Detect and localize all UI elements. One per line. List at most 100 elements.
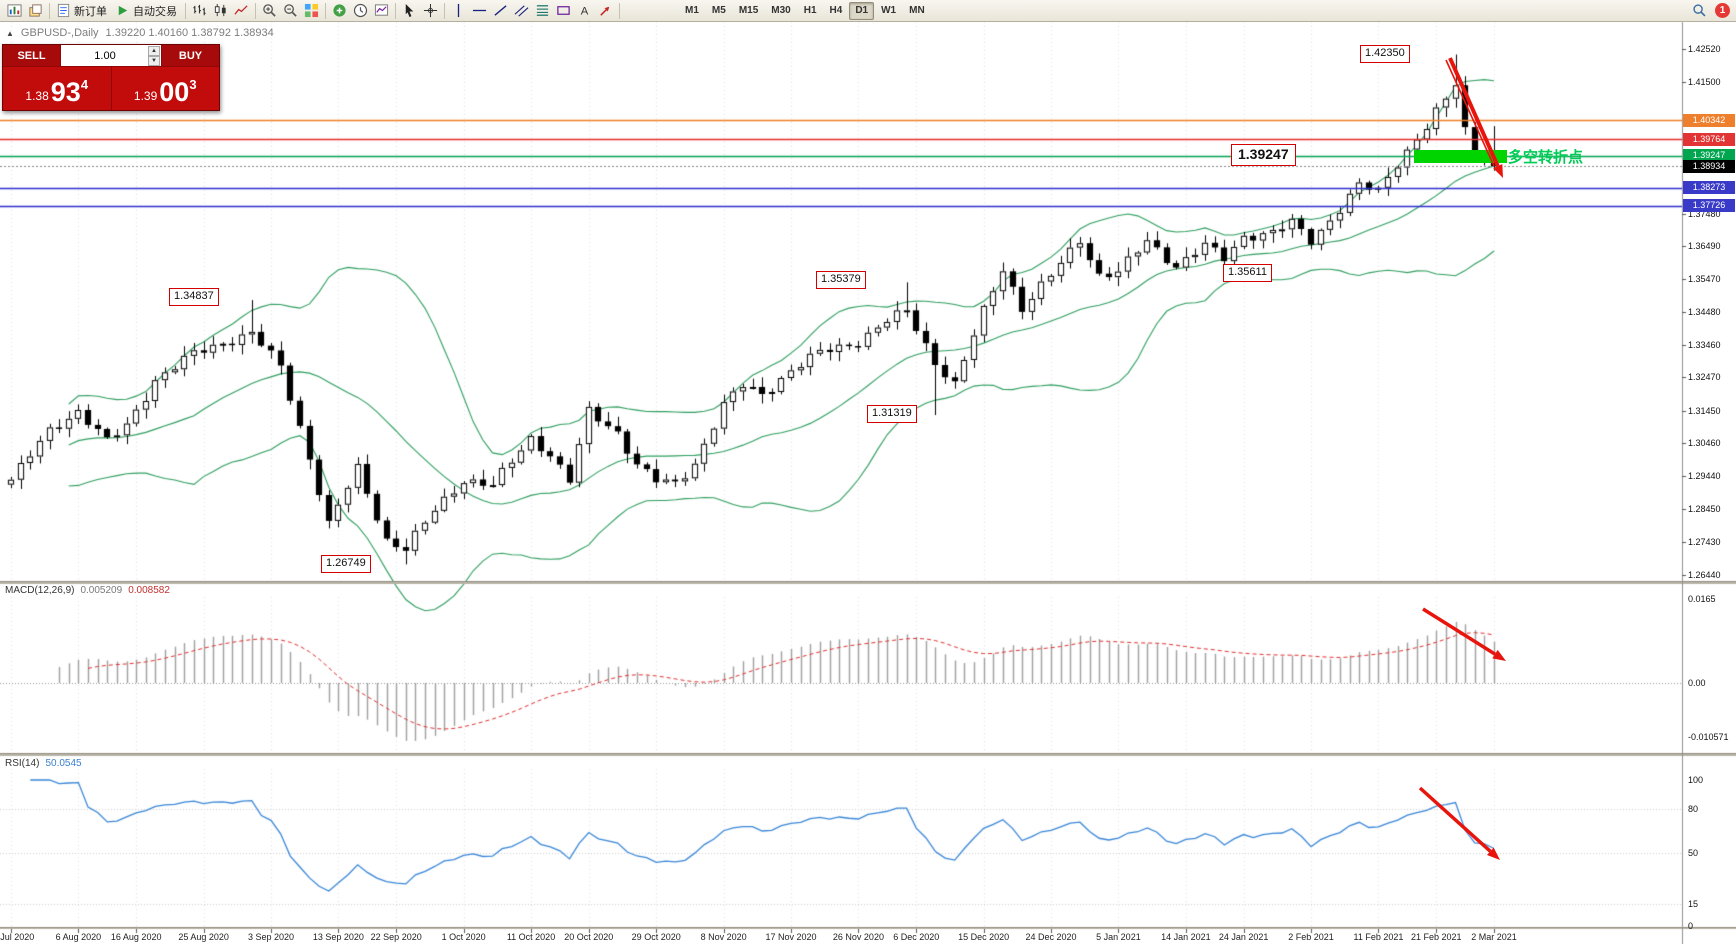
- symbol-name: GBPUSD-,Daily: [20, 27, 99, 39]
- toolbar: 新订单 自动交易 A M1 M5 M15 M30 H1 H4 D1 W1 MN 1: [0, 0, 1736, 22]
- periods-icon: [353, 3, 368, 18]
- timeframe-button-h4[interactable]: H4: [824, 2, 849, 20]
- toolbar-separator: [619, 2, 620, 19]
- timeframe-button-h1[interactable]: H1: [798, 2, 823, 20]
- zoom-in-icon: [262, 3, 277, 18]
- candles-chart-button[interactable]: [210, 1, 231, 21]
- toolbar-separator: [49, 2, 50, 19]
- channel-icon: [514, 3, 529, 18]
- lot-increase-button[interactable]: ▲: [148, 46, 160, 56]
- macd-main-value: 0.005209: [80, 585, 123, 596]
- lot-stepper: ▲ ▼: [148, 46, 160, 66]
- channel-button[interactable]: [511, 1, 532, 21]
- arrows-button[interactable]: [595, 1, 616, 21]
- macd-signal-value: 0.008582: [128, 585, 170, 596]
- tile-windows-icon: [304, 3, 319, 18]
- text-icon: A: [577, 3, 592, 18]
- new-chart-icon: [7, 3, 22, 18]
- indicators-button[interactable]: [329, 1, 350, 21]
- trade-panel-price-row: 1.38 93 4 1.39 00 3: [3, 67, 219, 110]
- new-order-button[interactable]: 新订单: [53, 1, 112, 21]
- periods-button[interactable]: [350, 1, 371, 21]
- trade-panel-divider: [110, 67, 112, 110]
- zoom-out-button[interactable]: [280, 1, 301, 21]
- vline-icon: [451, 3, 466, 18]
- search-icon: [1692, 3, 1707, 18]
- autotrading-icon: [115, 3, 130, 18]
- hline-button[interactable]: [469, 1, 490, 21]
- timeframe-button-m5[interactable]: M5: [706, 2, 732, 20]
- crosshair-button[interactable]: [420, 1, 441, 21]
- fibo-button[interactable]: [532, 1, 553, 21]
- line-chart-icon: [234, 3, 249, 18]
- hline-icon: [472, 3, 487, 18]
- notification-badge[interactable]: 1: [1715, 3, 1730, 18]
- toolbar-separator: [444, 2, 445, 19]
- profiles-icon: [28, 3, 43, 18]
- shapes-button[interactable]: [553, 1, 574, 21]
- new-chart-button[interactable]: [4, 1, 25, 21]
- lot-decrease-button[interactable]: ▼: [148, 56, 160, 66]
- autotrading-label: 自动交易: [133, 5, 177, 18]
- timeframe-button-m1[interactable]: M1: [679, 2, 705, 20]
- timeframe-button-d1[interactable]: D1: [849, 1, 875, 20]
- line-chart-button[interactable]: [231, 1, 252, 21]
- cursor-button[interactable]: [399, 1, 420, 21]
- arrows-icon: [598, 3, 613, 18]
- trendline-icon: [493, 3, 508, 18]
- crosshair-icon: [423, 3, 438, 18]
- bars-chart-button[interactable]: [189, 1, 210, 21]
- fibo-icon: [535, 3, 550, 18]
- collapse-trade-panel-icon[interactable]: ▲: [6, 28, 14, 38]
- buy-price-prefix: 1.39: [133, 89, 158, 103]
- toolbar-separator: [255, 2, 256, 19]
- trendline-button[interactable]: [490, 1, 511, 21]
- candles-chart-icon: [213, 3, 228, 18]
- search-button[interactable]: [1689, 1, 1710, 21]
- bars-chart-icon: [192, 3, 207, 18]
- new-order-label: 新订单: [74, 5, 107, 18]
- timeframe-button-w1[interactable]: W1: [875, 2, 902, 20]
- trade-panel-header-row: SELL ▲ ▼ BUY: [3, 45, 219, 67]
- zoom-out-icon: [283, 3, 298, 18]
- cursor-icon: [402, 3, 417, 18]
- timeframe-button-m30[interactable]: M30: [765, 2, 796, 20]
- lot-size-input[interactable]: [61, 45, 161, 66]
- timeframe-button-mn[interactable]: MN: [903, 2, 931, 20]
- zoom-in-button[interactable]: [259, 1, 280, 21]
- macd-name: MACD(12,26,9): [5, 585, 75, 596]
- sell-button[interactable]: SELL: [3, 45, 61, 66]
- autotrading-button[interactable]: 自动交易: [112, 1, 182, 21]
- toolbar-separator: [325, 2, 326, 19]
- toolbar-right: 1: [1689, 1, 1732, 21]
- tile-windows-button[interactable]: [301, 1, 322, 21]
- buy-price-big: 00: [159, 77, 190, 107]
- profiles-button[interactable]: [25, 1, 46, 21]
- vline-button[interactable]: [448, 1, 469, 21]
- svg-text:A: A: [581, 5, 589, 17]
- rsi-name: RSI(14): [5, 758, 40, 769]
- chart-symbol-header: ▲ GBPUSD-,Daily 1.39220 1.40160 1.38792 …: [6, 27, 274, 39]
- sell-price-sup: 4: [80, 77, 89, 92]
- buy-price-display[interactable]: 1.39 00 3: [112, 67, 220, 110]
- lot-size-field: ▲ ▼: [61, 45, 161, 66]
- timeframe-button-m15[interactable]: M15: [733, 2, 764, 20]
- sell-price-display[interactable]: 1.38 93 4: [3, 67, 111, 110]
- sell-price-prefix: 1.38: [25, 89, 49, 103]
- text-button[interactable]: A: [574, 1, 595, 21]
- macd-indicator-label: MACD(12,26,9) 0.005209 0.008582: [5, 585, 170, 596]
- templates-button[interactable]: [371, 1, 392, 21]
- new-order-icon: [56, 3, 71, 18]
- toolbar-separator: [185, 2, 186, 19]
- templates-icon: [374, 3, 389, 18]
- rsi-value: 50.0545: [45, 758, 82, 769]
- timeframe-toolbar: M1 M5 M15 M30 H1 H4 D1 W1 MN: [679, 1, 931, 20]
- buy-price-sup: 3: [189, 77, 197, 92]
- ohlc-values: 1.39220 1.40160 1.38792 1.38934: [105, 27, 274, 39]
- toolbar-separator: [395, 2, 396, 19]
- buy-button[interactable]: BUY: [161, 45, 219, 66]
- rsi-indicator-label: RSI(14) 50.0545: [5, 758, 82, 769]
